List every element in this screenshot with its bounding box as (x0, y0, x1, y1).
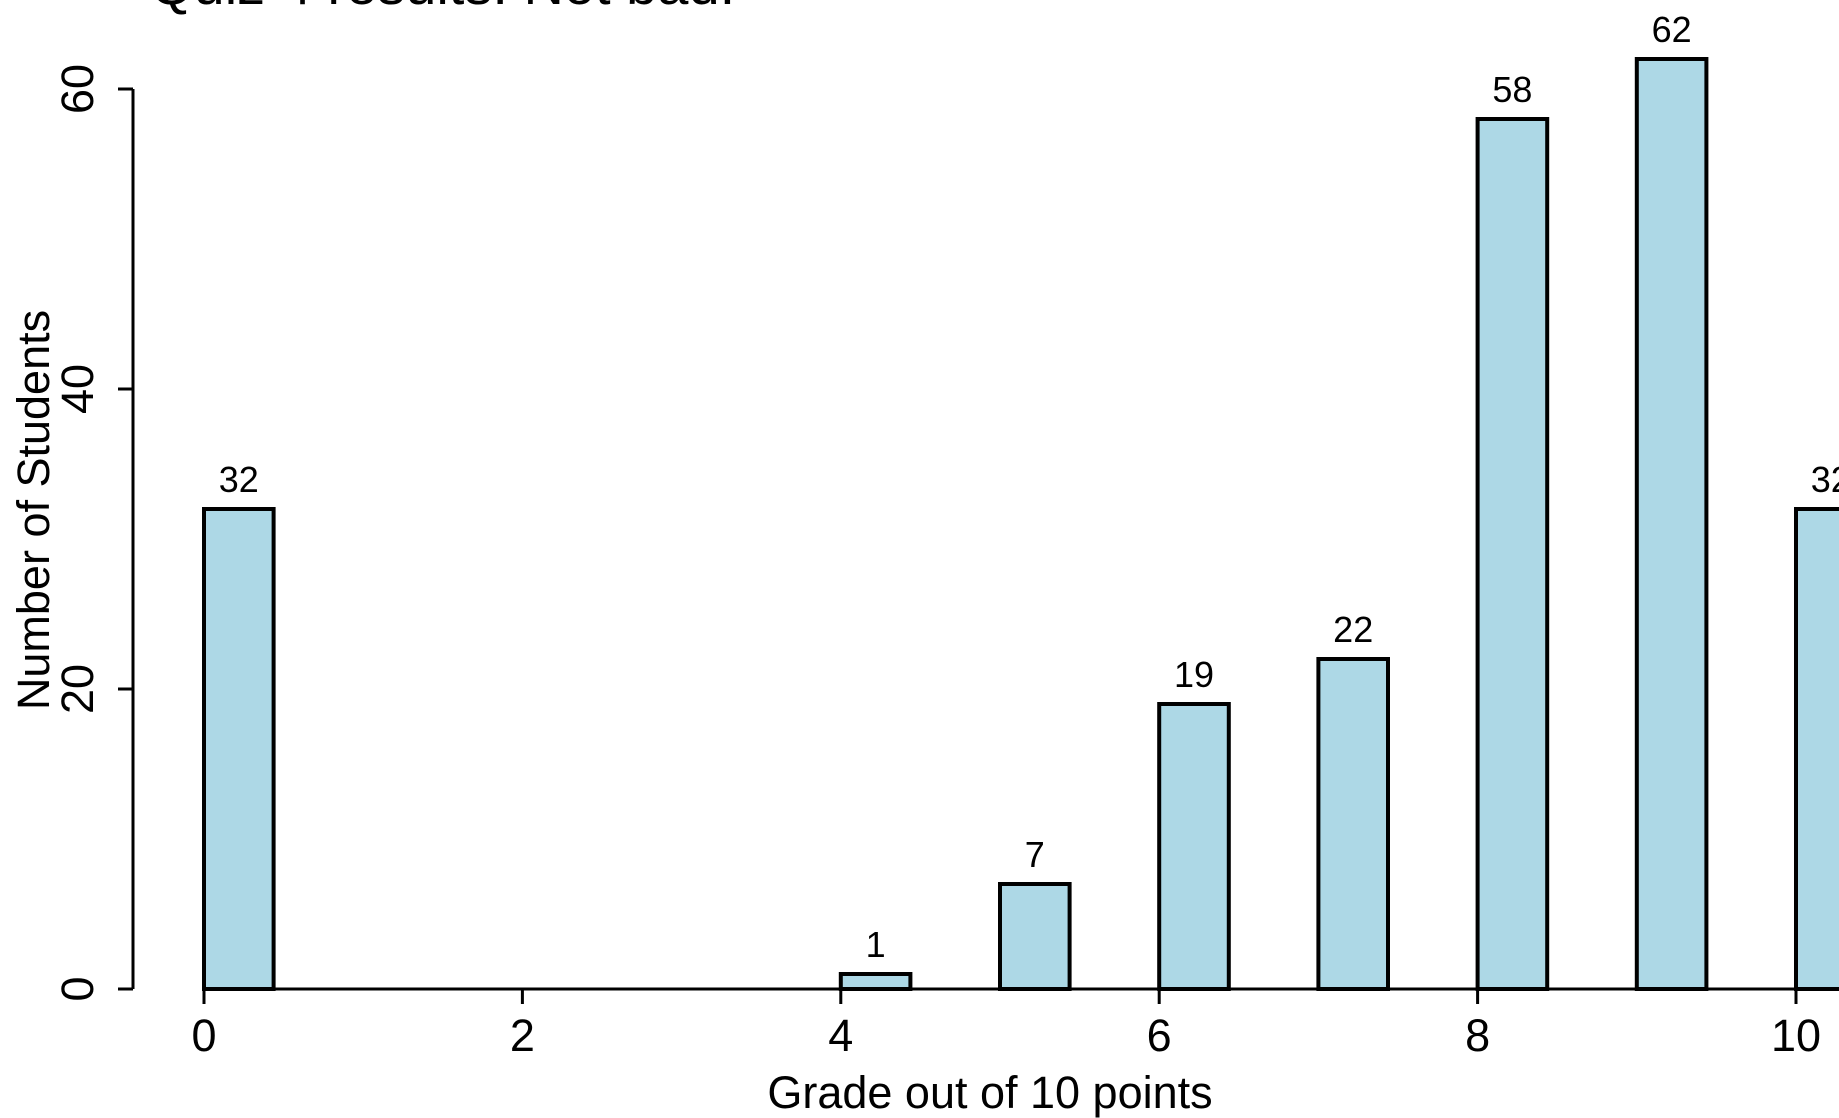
axes: 0 2 4 6 8 10 0 20 40 60 (52, 64, 1821, 1061)
bar-value-label: 32 (1811, 459, 1839, 500)
histogram-bar (1316, 657, 1391, 991)
x-axis-label: Grade out of 10 points (767, 1067, 1212, 1118)
bar-value-label: 62 (1652, 9, 1692, 50)
x-tick-label: 10 (1771, 1010, 1821, 1061)
x-tick-label: 4 (828, 1010, 853, 1061)
bar-value-label: 7 (1025, 834, 1045, 875)
bar-value-label: 32 (219, 459, 259, 500)
x-tick-label: 8 (1465, 1010, 1490, 1061)
histogram-bar (838, 972, 913, 991)
y-tick-label: 60 (52, 64, 103, 114)
histogram-bar (1157, 702, 1231, 991)
y-axis-label: Number of Students (8, 310, 59, 710)
plot-area: 32 1 7 19 22 58 62 32 (202, 9, 1839, 991)
x-tick-label: 2 (510, 1010, 535, 1061)
y-tick-label: 0 (52, 976, 103, 1001)
histogram-bar (998, 882, 1072, 991)
x-tick-label: 0 (191, 1010, 216, 1061)
y-tick-label: 20 (52, 664, 103, 714)
y-tick-label: 40 (52, 364, 103, 414)
bar-value-label: 22 (1333, 609, 1373, 650)
histogram-bar (1634, 57, 1709, 991)
histogram-bar (202, 507, 276, 991)
histogram-bar (1794, 507, 1839, 991)
histogram-bar (1475, 117, 1550, 991)
x-tick-label: 6 (1147, 1010, 1172, 1061)
bar-value-label: 58 (1492, 69, 1532, 110)
bar-value-label: 1 (866, 924, 886, 965)
chart-title: Quiz 4 results. Not bad. (150, 0, 735, 16)
bar-value-label: 19 (1174, 654, 1214, 695)
